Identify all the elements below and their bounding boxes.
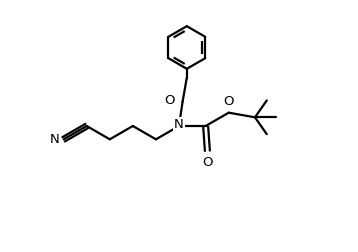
Text: N: N <box>174 118 184 132</box>
Text: O: O <box>164 94 175 107</box>
Text: N: N <box>49 133 59 146</box>
Text: O: O <box>223 95 234 108</box>
Text: O: O <box>202 156 213 169</box>
